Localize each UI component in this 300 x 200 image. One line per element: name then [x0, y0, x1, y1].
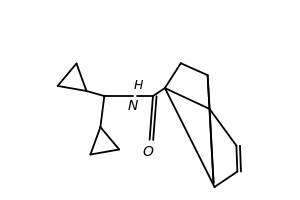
- Text: N: N: [128, 99, 138, 113]
- Text: H: H: [134, 79, 143, 92]
- Text: O: O: [142, 145, 154, 159]
